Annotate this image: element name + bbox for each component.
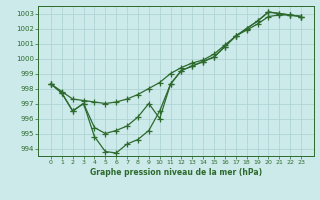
X-axis label: Graphe pression niveau de la mer (hPa): Graphe pression niveau de la mer (hPa) bbox=[90, 168, 262, 177]
